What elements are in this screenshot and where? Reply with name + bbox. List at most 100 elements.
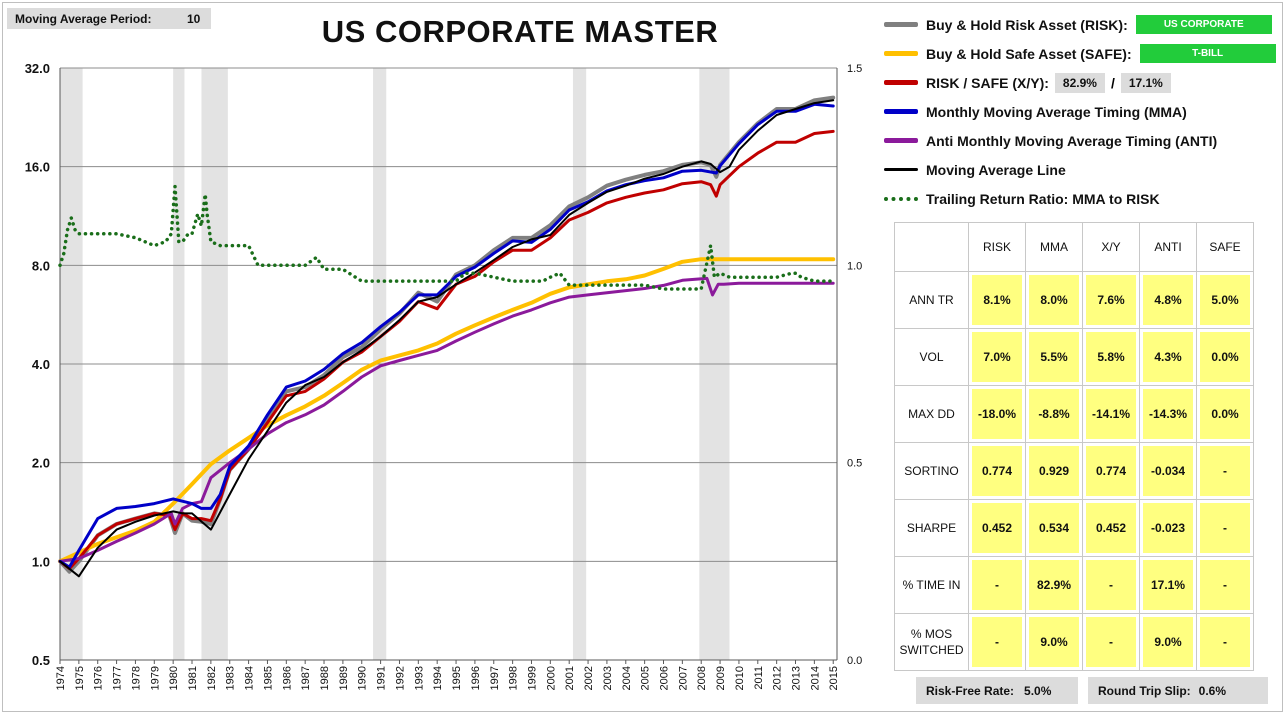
y2-tick-label: 1.5 xyxy=(847,63,862,75)
x-tick-label: 2007 xyxy=(677,666,689,690)
series-line-safe xyxy=(58,257,836,564)
stats-cell: 4.3% xyxy=(1139,328,1197,386)
x-tick-label: 1998 xyxy=(508,666,520,690)
y-tick-label: 2.0 xyxy=(32,456,50,471)
x-tick-label: 2009 xyxy=(715,666,727,690)
x-tick-label: 1980 xyxy=(168,666,180,690)
legend-item-xy: RISK / SAFE (X/Y): 82.9% / 17.1% xyxy=(884,68,1279,97)
x-tick-label: 1984 xyxy=(244,666,256,690)
x-tick-label: 2010 xyxy=(734,666,746,690)
stats-row: % MOS SWITCHED - 9.0% - 9.0% - xyxy=(894,613,1254,671)
x-tick-label: 2011 xyxy=(753,666,765,690)
x-tick-label: 1989 xyxy=(338,666,350,690)
x-tick-label: 2012 xyxy=(772,666,784,690)
round-trip-slip-value[interactable]: 0.6% xyxy=(1198,683,1227,698)
x-tick-label: 1982 xyxy=(206,666,218,690)
stats-cell: -14.3% xyxy=(1139,385,1197,443)
y2-tick-label: 0.0 xyxy=(847,655,862,667)
stats-row: SORTINO 0.774 0.929 0.774 -0.034 - xyxy=(894,442,1254,500)
round-trip-slip-label: Round Trip Slip: xyxy=(1098,683,1191,698)
ma-period-value[interactable]: 10 xyxy=(187,11,201,26)
x-tick-label: 1999 xyxy=(526,666,538,690)
risk-free-rate-label: Risk-Free Rate: xyxy=(926,683,1015,698)
stats-cell: 7.0% xyxy=(968,328,1026,386)
stats-cell: 0.452 xyxy=(968,499,1026,557)
stats-cell: 0.452 xyxy=(1082,499,1140,557)
x-tick-label: 2006 xyxy=(658,666,670,690)
stats-cell: - xyxy=(1196,556,1254,614)
ma-period-label: Moving Average Period: xyxy=(15,11,152,26)
safe-weight-box[interactable]: 17.1% xyxy=(1120,72,1171,93)
series-line-mma xyxy=(58,102,835,569)
stats-cell: - xyxy=(968,556,1026,614)
stats-row: % TIME IN - 82.9% - 17.1% - xyxy=(894,556,1254,614)
x-tick-label: 2008 xyxy=(696,666,708,690)
x-tick-label: 1976 xyxy=(93,666,105,690)
stats-cell: 5.8% xyxy=(1082,328,1140,386)
x-tick-label: 2013 xyxy=(791,666,803,690)
legend-item-risk: Buy & Hold Risk Asset (RISK): US CORPORA… xyxy=(884,10,1279,39)
x-tick-label: 1994 xyxy=(432,666,444,690)
stats-table: RISK MMA X/Y ANTI SAFE ANN TR 8.1% 8.0% … xyxy=(894,222,1254,671)
stats-col-header: ANTI xyxy=(1139,222,1197,272)
x-tick-label: 2001 xyxy=(564,666,576,690)
legend-item-anti: Anti Monthly Moving Average Timing (ANTI… xyxy=(884,126,1279,155)
legend-label-ratio: Trailing Return Ratio: MMA to RISK xyxy=(926,190,1160,207)
x-tick-label: 1992 xyxy=(394,666,406,690)
moving-average-period-box: Moving Average Period: 10 xyxy=(7,8,211,29)
risk-free-rate-value[interactable]: 5.0% xyxy=(1024,683,1052,698)
stats-cell: 0.929 xyxy=(1025,442,1083,500)
legend-label-mma: Monthly Moving Average Timing (MMA) xyxy=(926,103,1187,120)
x-tick-label: 1986 xyxy=(281,666,293,690)
stats-cell: 8.1% xyxy=(968,271,1026,329)
x-tick-label: 1988 xyxy=(319,666,331,690)
safe-asset-badge[interactable]: T-BILL xyxy=(1139,44,1276,63)
stats-cell: 7.6% xyxy=(1082,271,1140,329)
x-tick-label: 1979 xyxy=(149,666,161,690)
y2-tick-label: 1.0 xyxy=(847,260,862,272)
stats-cell: 17.1% xyxy=(1139,556,1197,614)
x-tick-label: 2004 xyxy=(621,666,633,690)
legend-item-safe: Buy & Hold Safe Asset (SAFE): T-BILL xyxy=(884,39,1279,68)
stats-row-label: ANN TR xyxy=(894,271,969,329)
stats-cell: 0.774 xyxy=(1082,442,1140,500)
stats-cell: - xyxy=(1082,556,1140,614)
stats-row: SHARPE 0.452 0.534 0.452 -0.023 - xyxy=(894,499,1254,557)
stats-cell: - xyxy=(1196,499,1254,557)
legend-label-anti: Anti Monthly Moving Average Timing (ANTI… xyxy=(926,132,1218,149)
stats-cell: 9.0% xyxy=(1025,613,1083,671)
legend-swatch-ma-line xyxy=(884,168,918,171)
x-tick-label: 1991 xyxy=(376,666,388,690)
stats-col-header: X/Y xyxy=(1082,222,1140,272)
x-tick-label: 1977 xyxy=(112,666,124,690)
x-tick-label: 1987 xyxy=(300,666,312,690)
stats-cell: 5.5% xyxy=(1025,328,1083,386)
risk-weight-box[interactable]: 82.9% xyxy=(1054,72,1105,93)
stats-cell: -0.034 xyxy=(1139,442,1197,500)
line-chart: 0.5 1.0 2.0 4.0 8.0 16.0 32.0 0.0 0.5 1.0 1.5 1974 1… xyxy=(25,61,863,690)
stats-cell: -8.8% xyxy=(1025,385,1083,443)
stats-cell: - xyxy=(968,613,1026,671)
stats-row-label: SORTINO xyxy=(894,442,969,500)
stats-cell: 9.0% xyxy=(1139,613,1197,671)
stats-row-label: VOL xyxy=(894,328,969,386)
stats-row: VOL 7.0% 5.5% 5.8% 4.3% 0.0% xyxy=(894,328,1254,386)
legend-swatch-anti xyxy=(884,138,918,143)
x-tick-label: 1990 xyxy=(357,666,369,690)
risk-asset-badge[interactable]: US CORPORATE xyxy=(1135,15,1272,34)
legend-swatch-ratio xyxy=(884,196,918,201)
stats-col-header: RISK xyxy=(968,222,1026,272)
stats-corner xyxy=(894,222,969,272)
stats-cell: - xyxy=(1082,613,1140,671)
x-tick-label: 2000 xyxy=(545,666,557,690)
stats-cell: 0.0% xyxy=(1196,385,1254,443)
x-tick-label: 1983 xyxy=(225,666,237,690)
risk-free-rate-box: Risk-Free Rate: 5.0% xyxy=(916,677,1078,704)
stats-col-header: MMA xyxy=(1025,222,1083,272)
legend-label-risk: Buy & Hold Risk Asset (RISK): xyxy=(926,16,1128,33)
stats-cell: 4.8% xyxy=(1139,271,1197,329)
series-line-moving-average-line xyxy=(59,99,835,578)
legend: Buy & Hold Risk Asset (RISK): US CORPORA… xyxy=(884,10,1279,213)
y-tick-label: 4.0 xyxy=(32,357,50,372)
x-tick-label: 1997 xyxy=(489,666,501,690)
